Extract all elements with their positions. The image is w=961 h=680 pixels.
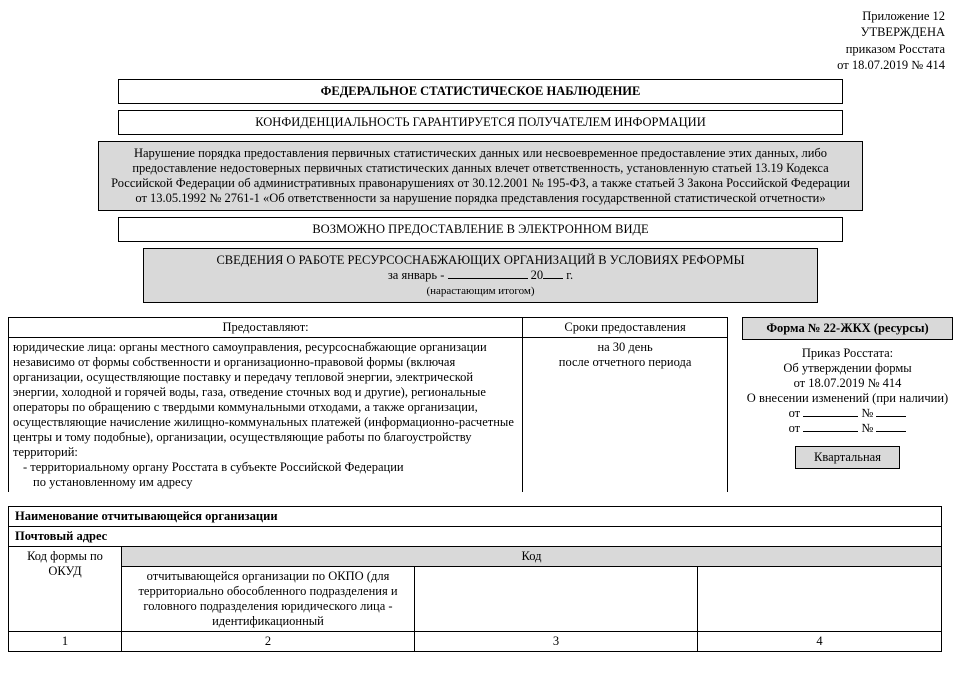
mid-row: Предоставляют: Сроки предоставления юрид…	[8, 317, 953, 492]
ot-blank1	[803, 416, 858, 417]
violation-box: Нарушение порядка предоставления первичн…	[98, 141, 863, 211]
electronic-box: ВОЗМОЖНО ПРЕДОСТАВЛЕНИЕ В ЭЛЕКТРОННОМ ВИ…	[118, 217, 843, 242]
period-note: (нарастающим итогом)	[426, 285, 534, 297]
code-header: Код	[122, 547, 942, 567]
num-2: 2	[122, 632, 415, 652]
form-number-badge: Форма № 22-ЖКХ (ресурсы)	[742, 317, 953, 340]
num-3: 3	[415, 632, 698, 652]
num-1: 1	[9, 632, 122, 652]
approval-line1: Приложение 12	[862, 9, 945, 23]
info-title: СВЕДЕНИЯ О РАБОТЕ РЕСУРСОСНАБЖАЮЩИХ ОРГА…	[216, 253, 744, 267]
deadline1: на 30 день	[597, 340, 652, 354]
num-4: 4	[698, 632, 942, 652]
confidentiality-box: КОНФИДЕНЦИАЛЬНОСТЬ ГАРАНТИРУЕТСЯ ПОЛУЧАТ…	[118, 110, 843, 135]
electronic-text: ВОЗМОЖНО ПРЕДОСТАВЛЕНИЕ В ЭЛЕКТРОННОМ ВИ…	[312, 222, 648, 236]
approval-label: Об утверждении формы	[742, 361, 953, 376]
period-blank2	[543, 278, 563, 279]
org-addr-row: Почтовый адрес	[9, 527, 942, 547]
changes-line1: от №	[742, 406, 953, 421]
approval-line3: приказом Росстата	[846, 42, 945, 56]
title-box: ФЕДЕРАЛЬНОЕ СТАТИСТИЧЕСКОЕ НАБЛЮДЕНИЕ	[118, 79, 843, 104]
okud-label: Код формы по ОКУД	[9, 547, 122, 632]
no-blank1	[876, 416, 906, 417]
no1: №	[861, 406, 873, 420]
ot1: от	[789, 406, 801, 420]
org-table: Наименование отчитывающейся организации …	[8, 506, 942, 652]
period-prefix: за январь -	[388, 268, 448, 282]
code-col2: отчитывающейся организации по ОКПО (для …	[122, 567, 415, 632]
no-blank2	[876, 431, 906, 432]
code-col3	[415, 567, 698, 632]
org-name-label: Наименование отчитывающейся организации	[15, 509, 278, 523]
approval-date: от 18.07.2019 № 414	[742, 376, 953, 391]
confidentiality-text: КОНФИДЕНЦИАЛЬНОСТЬ ГАРАНТИРУЕТСЯ ПОЛУЧАТ…	[255, 115, 705, 129]
period-blank1	[448, 278, 528, 279]
ot-blank2	[803, 431, 858, 432]
provide-body-cell: юридические лица: органы местного самоуп…	[9, 338, 523, 493]
period-suffix: г.	[563, 268, 573, 282]
provide-col2-header: Сроки предоставления	[523, 318, 728, 338]
changes-line2: от №	[742, 421, 953, 436]
no2: №	[861, 421, 873, 435]
provide-sub2: по установленному им адресу	[13, 475, 193, 490]
org-name-row: Наименование отчитывающейся организации	[9, 507, 942, 527]
approval-line4: от 18.07.2019 № 414	[837, 58, 945, 72]
approval-block: Приложение 12 УТВЕРЖДЕНА приказом Росста…	[8, 8, 953, 73]
period-badge: Квартальная	[795, 446, 900, 469]
provide-deadline-cell: на 30 день после отчетного периода	[523, 338, 728, 493]
provide-table: Предоставляют: Сроки предоставления юрид…	[8, 317, 728, 492]
title-text: ФЕДЕРАЛЬНОЕ СТАТИСТИЧЕСКОЕ НАБЛЮДЕНИЕ	[321, 84, 641, 98]
code-col4	[698, 567, 942, 632]
provide-sub1: - территориальному органу Росстата в суб…	[13, 460, 404, 475]
approval-line2: УТВЕРЖДЕНА	[861, 25, 945, 39]
changes-label: О внесении изменений (при наличии)	[742, 391, 953, 406]
provide-col1-header: Предоставляют:	[9, 318, 523, 338]
violation-text: Нарушение порядка предоставления первичн…	[111, 146, 850, 205]
order-label: Приказ Росстата:	[742, 346, 953, 361]
ot2: от	[789, 421, 801, 435]
provide-body: юридические лица: органы местного самоуп…	[13, 340, 514, 459]
org-addr-label: Почтовый адрес	[15, 529, 107, 543]
period-year-prefix: 20	[528, 268, 544, 282]
info-box: СВЕДЕНИЯ О РАБОТЕ РЕСУРСОСНАБЖАЮЩИХ ОРГА…	[143, 248, 818, 303]
form-info-column: Форма № 22-ЖКХ (ресурсы) Приказ Росстата…	[742, 317, 953, 469]
deadline2: после отчетного периода	[559, 355, 692, 369]
